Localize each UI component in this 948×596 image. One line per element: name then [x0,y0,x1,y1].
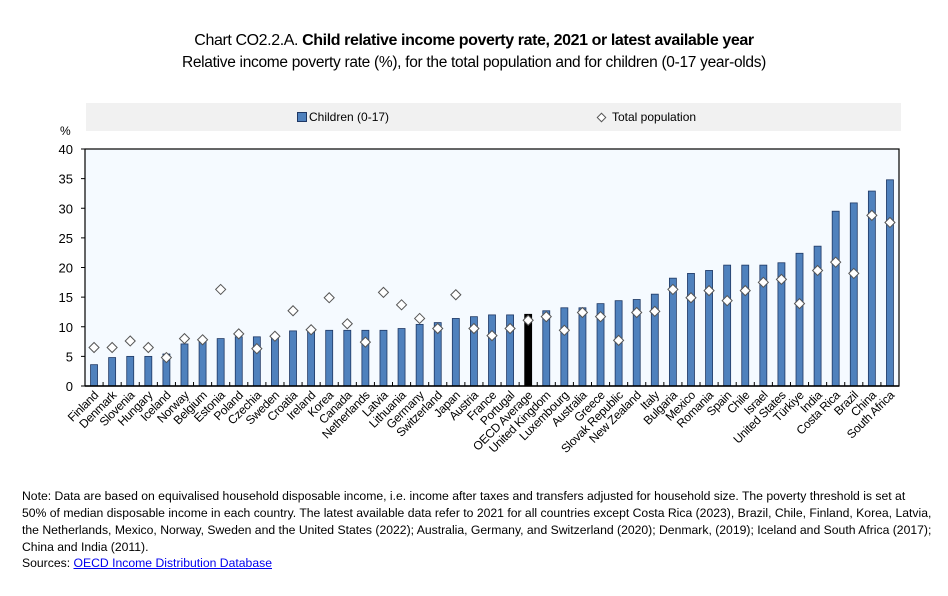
marker-total-population [88,341,100,354]
chart-svg: 0510152025303540%FinlandDenmarkSloveniaH… [59,124,900,456]
bar-children [271,336,279,387]
bar-children [831,210,840,387]
marker-total-population [178,332,191,345]
sources-link[interactable]: OECD Income Distribution Database [73,556,272,570]
marker-total-population [160,351,173,364]
bar-children [687,273,695,387]
bar-children [144,355,153,387]
chart-title-prefix: Chart CO2.2.A. [194,32,299,49]
marker-total-population [359,336,372,348]
y-tick-label: 5 [66,349,73,364]
marker-total-population [612,334,625,347]
bar-children [90,364,98,387]
bar-children [560,307,569,387]
legend-label-total-population: Total population [612,110,697,124]
marker-total-population [685,292,697,304]
marker-total-population [703,284,715,297]
y-tick-label: 10 [59,320,73,335]
marker-total-population [323,292,335,304]
chart-title-bold: Child relative income poverty rate, 2021… [302,32,754,49]
y-tick-label: 35 [59,172,73,187]
marker-total-population [775,273,788,286]
marker-total-population [522,314,534,326]
marker-total-population [829,256,842,268]
bar-children [795,252,804,387]
bar-children [325,329,334,387]
y-axis-unit-label: % [60,124,71,138]
bar-children [451,318,460,387]
sources: Sources: OECD Income Distribution Databa… [22,556,272,570]
marker-total-population [395,299,408,311]
y-tick-label: 15 [59,290,73,305]
marker-total-population [106,341,118,354]
marker-total-population [631,306,643,319]
marker-total-population [269,330,281,342]
chart-note: Note: Data are based on equivalised hous… [22,489,932,554]
marker-total-population [739,284,751,297]
y-tick-label: 40 [59,142,73,157]
marker-total-population [866,209,878,222]
bar-children [415,323,424,387]
bar-children [849,202,858,387]
marker-total-population [757,276,770,289]
marker-total-population [251,342,263,355]
marker-total-population [142,341,155,354]
marker-total-population [884,216,896,229]
marker-total-population [468,322,480,335]
y-tick-label: 25 [59,231,73,246]
marker-total-population [811,264,824,277]
marker-total-population [594,310,607,323]
marker-total-population [649,305,661,318]
legend: Children (0-17) Total population [86,103,901,131]
chart-subtitle: Relative income poverty rate (%), for th… [181,54,767,71]
sources-label: Sources: [22,556,71,570]
marker-total-population [558,324,571,337]
marker-total-population [341,318,353,330]
marker-total-population [432,322,444,335]
chart-title: Chart CO2.2.A. Child relative income pov… [0,32,948,50]
marker-total-population [450,289,462,301]
marker-total-population [540,310,552,323]
y-tick-label: 30 [59,201,73,216]
legend-label-children: Children (0-17) [309,110,390,124]
marker-total-population [848,267,860,280]
bar-children [234,336,243,387]
y-tick-label: 20 [59,261,73,276]
bar-children [198,339,207,387]
bar-children [126,355,135,387]
marker-total-population [377,286,390,299]
bar-children [108,357,117,387]
marker-total-population [214,283,227,296]
bar-children [723,264,732,387]
bar-children [886,179,894,387]
marker-total-population [305,324,317,336]
marker-total-population [504,322,516,335]
bar-children [379,329,388,387]
marker-total-population [233,328,245,340]
bar-children [578,307,587,387]
marker-total-population [667,283,679,296]
y-tick-label: 0 [66,379,73,394]
bar-children [488,314,496,387]
marker-total-population [486,329,498,342]
legend-item-total-population: Total population [596,110,697,124]
bar-children [397,328,406,387]
bar-children [216,338,225,387]
marker-total-population [793,297,806,310]
bar-children [343,329,352,387]
marker-total-population [576,306,589,319]
bar-children [289,330,297,387]
marker-total-population [124,335,136,347]
marker-total-population [413,312,426,325]
marker-total-population [721,294,733,307]
marker-total-population [287,305,299,317]
bar-children [307,329,316,387]
bar-children [180,343,189,387]
legend-swatch-bar-icon [297,112,307,122]
bar-children [741,264,750,387]
legend-item-children: Children (0-17) [297,110,389,124]
marker-total-population [196,334,209,346]
